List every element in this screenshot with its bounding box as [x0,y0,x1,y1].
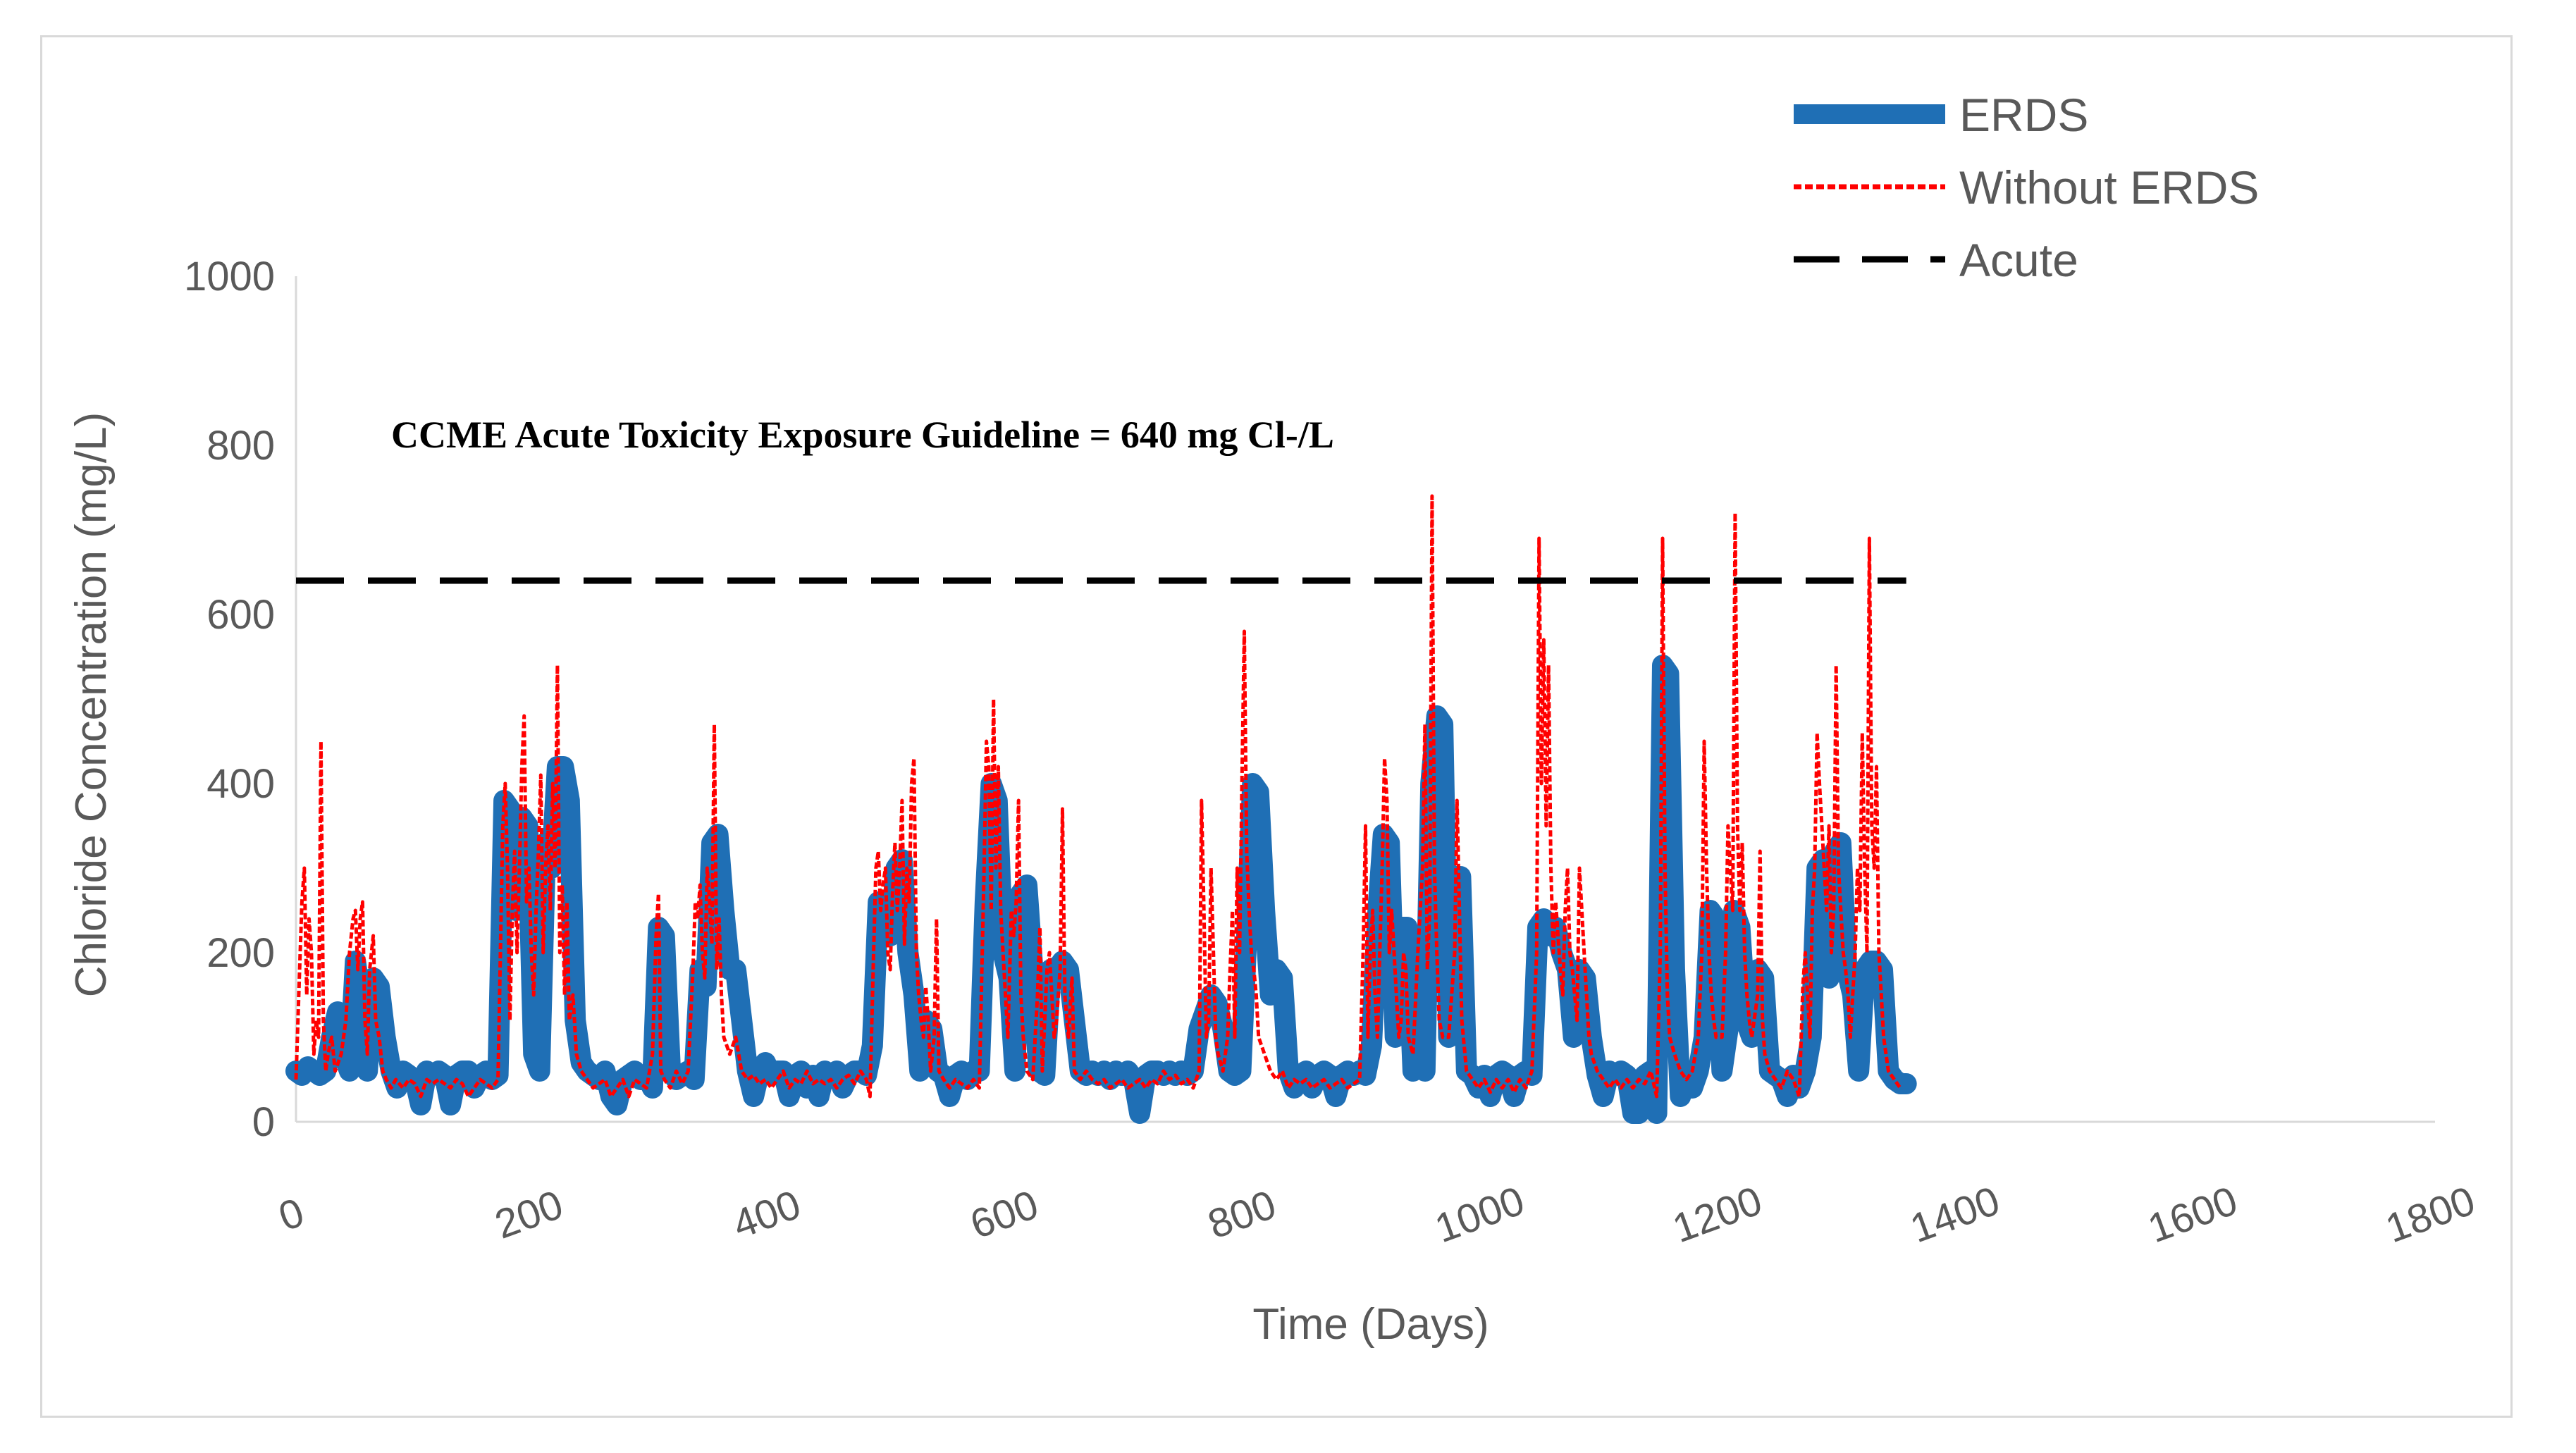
x-axis-title: Time (Days) [1252,1300,1489,1349]
x-tick-label: 1400 [1904,1177,2005,1251]
y-tick-label: 200 [207,930,275,976]
chart-frame [40,35,2513,1418]
legend-label-acute: Acute [1959,234,2078,286]
axes-layer [295,276,2435,1123]
legend-label-erds: ERDS [1959,89,2088,141]
x-tick-label: 800 [1202,1182,1282,1248]
x-tick-label: 400 [727,1182,806,1248]
x-tick-label: 1800 [2380,1177,2481,1251]
x-tick-label: 200 [489,1182,569,1248]
y-tick-label: 1000 [184,254,275,299]
series-line-erds [285,655,1917,1124]
y-axis-title: Chloride Concentration (mg/L) [67,412,116,998]
x-tick-label: 1600 [2142,1177,2243,1251]
x-tick-label: 1200 [1667,1177,1768,1251]
legend-label-without-erds: Without ERDS [1959,161,2259,214]
legend: ERDS Without ERDS Acute [1794,89,2259,286]
y-tick-label: 0 [252,1099,275,1145]
y-tick-label: 400 [207,761,275,807]
series-layer [285,494,1917,1124]
guideline-annotation: CCME Acute Toxicity Exposure Guideline =… [391,414,1334,456]
x-tick-label: 0 [273,1189,310,1240]
series-line-without-erds [294,494,1902,1099]
x-tick-label: 1000 [1429,1177,1530,1251]
y-tick-label: 800 [207,423,275,469]
x-tick-label: 600 [964,1182,1044,1248]
y-tick-label: 600 [207,592,275,638]
